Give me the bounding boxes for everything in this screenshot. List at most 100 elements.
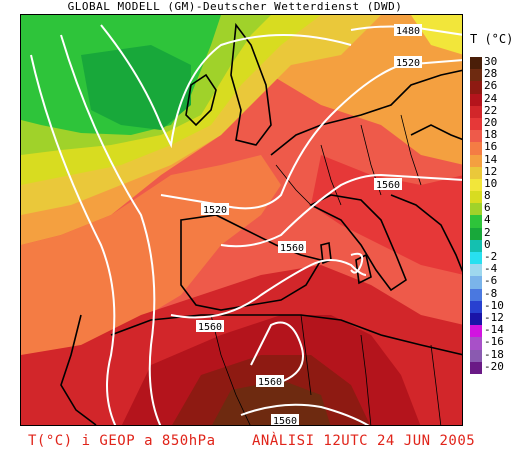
- legend-swatch: [470, 239, 482, 252]
- isoline-1560-d: [240, 403, 370, 425]
- coast-italy: [309, 194, 407, 292]
- legend-swatch: [470, 93, 482, 106]
- legend-row: -14: [470, 324, 518, 338]
- border-8: [430, 344, 442, 425]
- border-7: [360, 334, 372, 425]
- isoline-label-bg-1: [394, 24, 422, 36]
- legend-label: -16: [484, 335, 504, 349]
- isoline-label-bg-3: [201, 203, 229, 215]
- legend-row: 16: [470, 140, 518, 155]
- band-10-ne: [411, 15, 462, 55]
- legend-row: -4: [470, 262, 518, 277]
- legend-label: 28: [484, 67, 498, 81]
- legend-swatch: [470, 203, 482, 216]
- legend-label: -4: [484, 262, 498, 276]
- isoline-label-1560-d: 1560: [258, 377, 282, 388]
- legend-row: -20: [470, 360, 518, 374]
- band-20: [311, 155, 462, 275]
- isoline-label-bg-7: [256, 375, 284, 387]
- coast-adriatic: [390, 194, 462, 273]
- isoline-1520: [160, 59, 462, 210]
- legend-swatch: [470, 142, 482, 155]
- legend-label: -12: [484, 310, 504, 324]
- legend-title: T (°C): [470, 32, 514, 46]
- isoline-label-1520-b: 1520: [203, 205, 227, 216]
- legend-row: 30: [470, 56, 518, 70]
- coast-britain: [230, 22, 272, 146]
- legend-swatch: [470, 105, 482, 118]
- legend-label: -8: [484, 286, 498, 300]
- isoline-label-1560-a: 1560: [376, 180, 400, 191]
- coast-iberia: [180, 214, 323, 311]
- legend-label: -10: [484, 298, 504, 312]
- legend-row: 10: [470, 177, 518, 192]
- legend-swatch: [470, 349, 482, 362]
- coast-morocco: [60, 314, 97, 425]
- legend-swatch: [470, 264, 482, 277]
- legend-row: 8: [470, 190, 518, 204]
- temperature-legend: 30 28 26 24 22 20 18 16 14 12 10 8 6 4 2 0 -2 -4 -6 -8 -10 -1…: [470, 56, 518, 374]
- isoline-label-1560-c: 1560: [198, 322, 222, 333]
- isoline-west-2: [60, 34, 162, 425]
- legend-swatch: [470, 154, 482, 167]
- isoline-1560-a: [220, 173, 462, 248]
- legend-swatch: [470, 276, 482, 289]
- legend-swatch: [470, 57, 482, 70]
- legend-label: 26: [484, 79, 498, 93]
- legend-swatch: [470, 325, 482, 338]
- geopotential-isolines: [30, 24, 462, 425]
- legend-row: 2: [470, 225, 518, 240]
- legend-row: -18: [470, 347, 518, 362]
- legend-swatch: [470, 252, 482, 265]
- band-2: [81, 45, 191, 130]
- legend-row: 0: [470, 237, 518, 252]
- isoline-label-1560-e: 1560: [273, 416, 297, 426]
- legend-swatch: [470, 130, 482, 143]
- legend-swatch: [470, 178, 482, 192]
- border-5: [210, 314, 251, 425]
- legend-row: 22: [470, 103, 518, 118]
- legend-swatch: [470, 191, 482, 204]
- legend-label: 0: [484, 237, 491, 251]
- isoline-label-1520-a: 1520: [396, 58, 420, 69]
- isoline-label-bg-5: [278, 241, 306, 253]
- legend-label: 6: [484, 201, 491, 215]
- legend-label: 20: [484, 115, 498, 129]
- isoline-west-1: [30, 54, 117, 425]
- legend-swatch: [470, 215, 482, 228]
- border-2: [320, 144, 342, 206]
- coast-ireland: [185, 73, 217, 127]
- legend-swatch: [470, 312, 482, 326]
- map-caption: T(°C) i GEOP a 850hPa: [28, 433, 216, 449]
- isoline-1560-c: [250, 321, 304, 386]
- legend-label: 22: [484, 103, 498, 117]
- isoline-loop: [350, 252, 364, 274]
- border-4: [400, 114, 422, 186]
- isoline-labels: 1480 1520 1520 1560 1560 1560 1560 1560: [196, 24, 422, 426]
- legend-swatch: [470, 166, 482, 179]
- legend-row: -8: [470, 286, 518, 301]
- legend-row: 4: [470, 214, 518, 228]
- legend-label: 14: [484, 152, 498, 166]
- legend-row: 14: [470, 152, 518, 167]
- analysis-date: ANÀLISI 12UTC 24 JUN 2005: [252, 433, 476, 449]
- temperature-map: 1480 1520 1520 1560 1560 1560 1560 1560: [21, 15, 462, 426]
- legend-label: 16: [484, 140, 498, 154]
- legend-row: -16: [470, 335, 518, 350]
- legend-label: 18: [484, 128, 498, 142]
- legend-swatch: [470, 69, 482, 82]
- legend-label: -18: [484, 347, 504, 361]
- legend-swatch: [470, 81, 482, 94]
- legend-label: 12: [484, 164, 498, 178]
- legend-swatch: [470, 300, 482, 313]
- legend-swatch: [470, 337, 482, 350]
- legend-swatch: [470, 117, 482, 131]
- isoline-label-1560-b: 1560: [280, 243, 304, 254]
- isoline-label-bg-6: [196, 320, 224, 332]
- legend-label: -2: [484, 250, 498, 263]
- legend-label: 24: [484, 91, 498, 105]
- legend-label: 2: [484, 225, 491, 239]
- isoline-label-bg-8: [271, 414, 299, 425]
- legend-swatch: [470, 288, 482, 301]
- legend-row: 28: [470, 67, 518, 82]
